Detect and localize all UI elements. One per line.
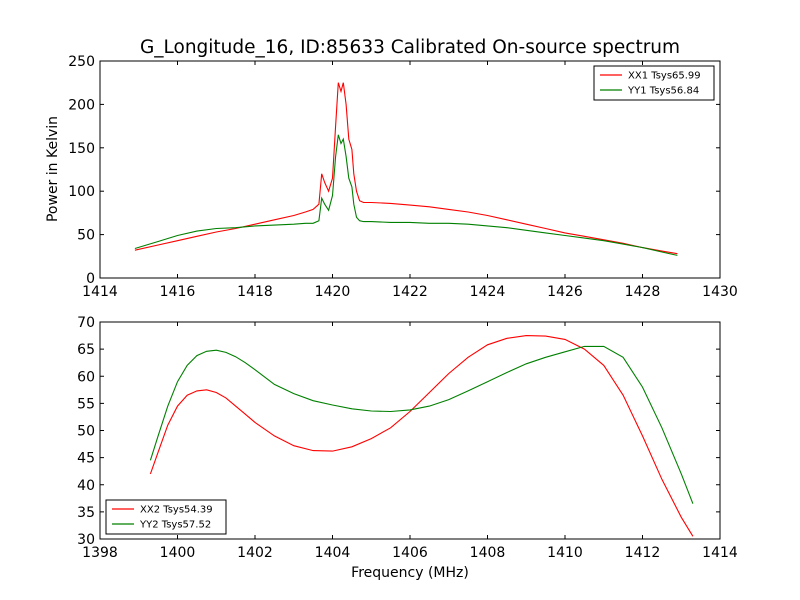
bottom-ytick-label: 65 bbox=[77, 342, 95, 358]
top-ytick-label: 0 bbox=[86, 271, 95, 287]
bottom-ytick-label: 55 bbox=[77, 396, 95, 412]
bottom-xtick-label: 1404 bbox=[315, 545, 351, 561]
bottom-ytick-label: 35 bbox=[77, 505, 95, 521]
top-ytick-label: 100 bbox=[68, 184, 95, 200]
top-ytick-label: 250 bbox=[68, 54, 95, 70]
bottom-legend bbox=[105, 499, 227, 535]
bottom-ytick-label: 60 bbox=[77, 369, 95, 385]
top-ytick-label: 200 bbox=[68, 97, 95, 113]
bottom-legend-label-1: XX2 Tsys54.39 bbox=[140, 505, 213, 516]
bottom-ytick-label: 45 bbox=[77, 451, 95, 467]
top-xtick-label: 1422 bbox=[392, 284, 428, 300]
bottom-ytick-label: 40 bbox=[77, 478, 95, 494]
top-ytick-label: 150 bbox=[68, 141, 95, 157]
bottom-series-line-1 bbox=[149, 335, 694, 537]
figure-title: G_Longitude_16, ID:85633 Calibrated On-s… bbox=[140, 37, 680, 58]
top-legend-label-2: YY1 Tsys56.84 bbox=[627, 86, 699, 97]
top-xtick-label: 1430 bbox=[702, 284, 738, 300]
bottom-xtick-label: 1402 bbox=[237, 545, 273, 561]
bottom-xtick-label: 1406 bbox=[392, 545, 428, 561]
bottom-xtick-label: 1414 bbox=[702, 545, 738, 561]
top-xtick-label: 1424 bbox=[470, 284, 506, 300]
top-plot: Power in Kelvin 1414 1416 1418 1420 1422 1424… bbox=[45, 54, 738, 300]
top-xtick-label: 1426 bbox=[547, 284, 583, 300]
top-xtick-label: 1420 bbox=[315, 284, 351, 300]
top-plot-ylabel: Power in Kelvin bbox=[45, 116, 61, 222]
top-series-line-2 bbox=[134, 134, 678, 256]
top-legend-label-1: XX1 Tsys65.99 bbox=[628, 71, 701, 82]
top-xtick-label: 1416 bbox=[160, 284, 196, 300]
top-xtick-label: 1428 bbox=[625, 284, 661, 300]
top-legend bbox=[593, 65, 715, 101]
bottom-plot-xlabel: Frequency (MHz) bbox=[351, 565, 469, 581]
bottom-ytick-label: 50 bbox=[77, 424, 95, 440]
bottom-ytick-label: 70 bbox=[77, 315, 95, 331]
top-series-line-1 bbox=[134, 82, 678, 255]
bottom-plot: Frequency (MHz) 1398 1400 1402 1404 1406 1408… bbox=[77, 315, 738, 581]
bottom-xtick-label: 1400 bbox=[160, 545, 196, 561]
top-ytick-label: 50 bbox=[77, 228, 95, 244]
bottom-ytick-label: 30 bbox=[77, 532, 95, 548]
top-xtick-label: 1418 bbox=[237, 284, 273, 300]
bottom-xtick-label: 1398 bbox=[82, 545, 118, 561]
bottom-xtick-label: 1408 bbox=[470, 545, 506, 561]
bottom-xtick-label: 1410 bbox=[547, 545, 583, 561]
bottom-series-line-2 bbox=[149, 345, 694, 504]
bottom-legend-label-2: YY2 Tsys57.52 bbox=[139, 520, 211, 531]
top-xtick-label: 1414 bbox=[82, 284, 118, 300]
bottom-xtick-label: 1412 bbox=[625, 545, 661, 561]
